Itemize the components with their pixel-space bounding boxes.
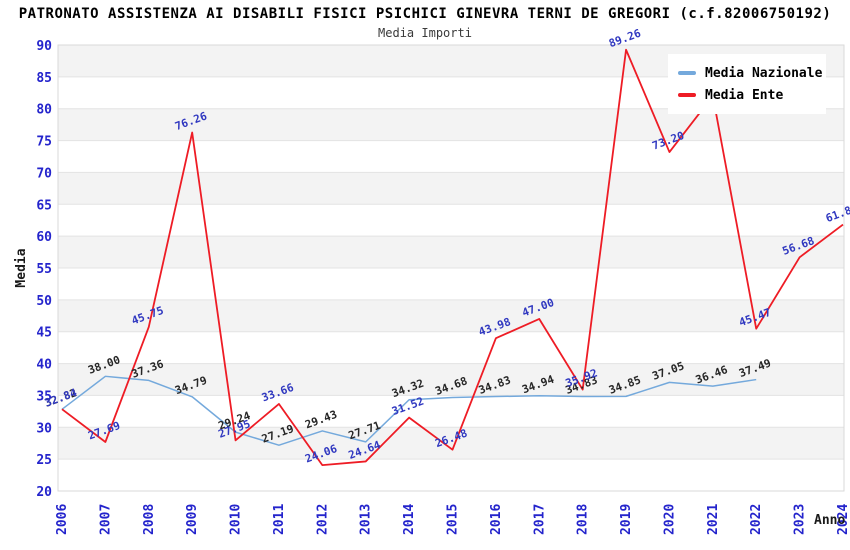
y-tick-label: 25: [36, 453, 52, 468]
x-tick-label: 2006: [55, 504, 70, 535]
y-tick-label: 85: [36, 71, 52, 86]
y-tick-label: 90: [36, 39, 52, 54]
plot-band: [58, 108, 844, 141]
x-tick-label: 2017: [532, 504, 547, 535]
x-tick-label: 2018: [576, 504, 591, 535]
y-tick-label: 75: [36, 135, 52, 150]
x-tick-label: 2014: [402, 504, 417, 535]
y-tick-label: 30: [36, 421, 52, 436]
x-tick-label: 2010: [229, 504, 244, 535]
x-tick-label: 2021: [706, 504, 721, 535]
x-tick-label: 2007: [98, 504, 113, 535]
plot-band: [58, 363, 844, 396]
plot-band: [58, 172, 844, 205]
x-tick-label: 2015: [446, 504, 461, 535]
legend-label: Media Nazionale: [705, 65, 823, 81]
y-tick-label: 70: [36, 166, 52, 181]
y-tick-label: 50: [36, 294, 52, 309]
x-tick-label: 2020: [662, 504, 677, 535]
chart-subtitle: Media Importi: [378, 26, 472, 40]
x-tick-label: 2013: [359, 504, 374, 535]
y-tick-label: 80: [36, 103, 52, 118]
y-tick-label: 35: [36, 389, 52, 404]
chart-legend: Media Nazionale Media Ente: [668, 54, 826, 114]
x-tick-label: 2008: [142, 504, 157, 535]
media-nazionale-line: [61, 375, 757, 446]
plot-band: [58, 299, 844, 332]
y-tick-label: 45: [36, 326, 52, 341]
y-tick-label: 20: [36, 485, 52, 500]
plot-border: [57, 44, 845, 492]
y-tick-label: 60: [36, 230, 52, 245]
x-tick-label: 2012: [315, 504, 330, 535]
x-tick-label: 2019: [619, 504, 634, 535]
legend-item-media-ente[interactable]: Media Ente: [678, 84, 816, 106]
x-axis-title: Anno: [814, 513, 845, 528]
x-tick-label: 2022: [749, 504, 764, 535]
plot-band: [58, 236, 844, 268]
y-axis-title: Media: [14, 248, 29, 287]
plot-band: [58, 427, 844, 460]
y-tick-label: 40: [36, 358, 52, 373]
x-tick-label: 2023: [793, 504, 808, 535]
data-label: 61.82: [824, 201, 850, 225]
x-tick-label: 2011: [272, 504, 287, 535]
x-tick-label: 2016: [489, 504, 504, 535]
media-nazionale-swatch-icon: [678, 71, 696, 75]
x-tick-label: 2024: [836, 504, 850, 535]
y-tick-label: 65: [36, 198, 52, 213]
legend-item-media-nazionale[interactable]: Media Nazionale: [678, 62, 822, 84]
media-ente-swatch-icon: [678, 93, 696, 97]
y-tick-label: 55: [36, 262, 52, 277]
page-title: PATRONATO ASSISTENZA AI DISABILI FISICI …: [18, 6, 832, 22]
x-tick-label: 2009: [185, 504, 200, 535]
legend-label: Media Ente: [705, 87, 784, 103]
